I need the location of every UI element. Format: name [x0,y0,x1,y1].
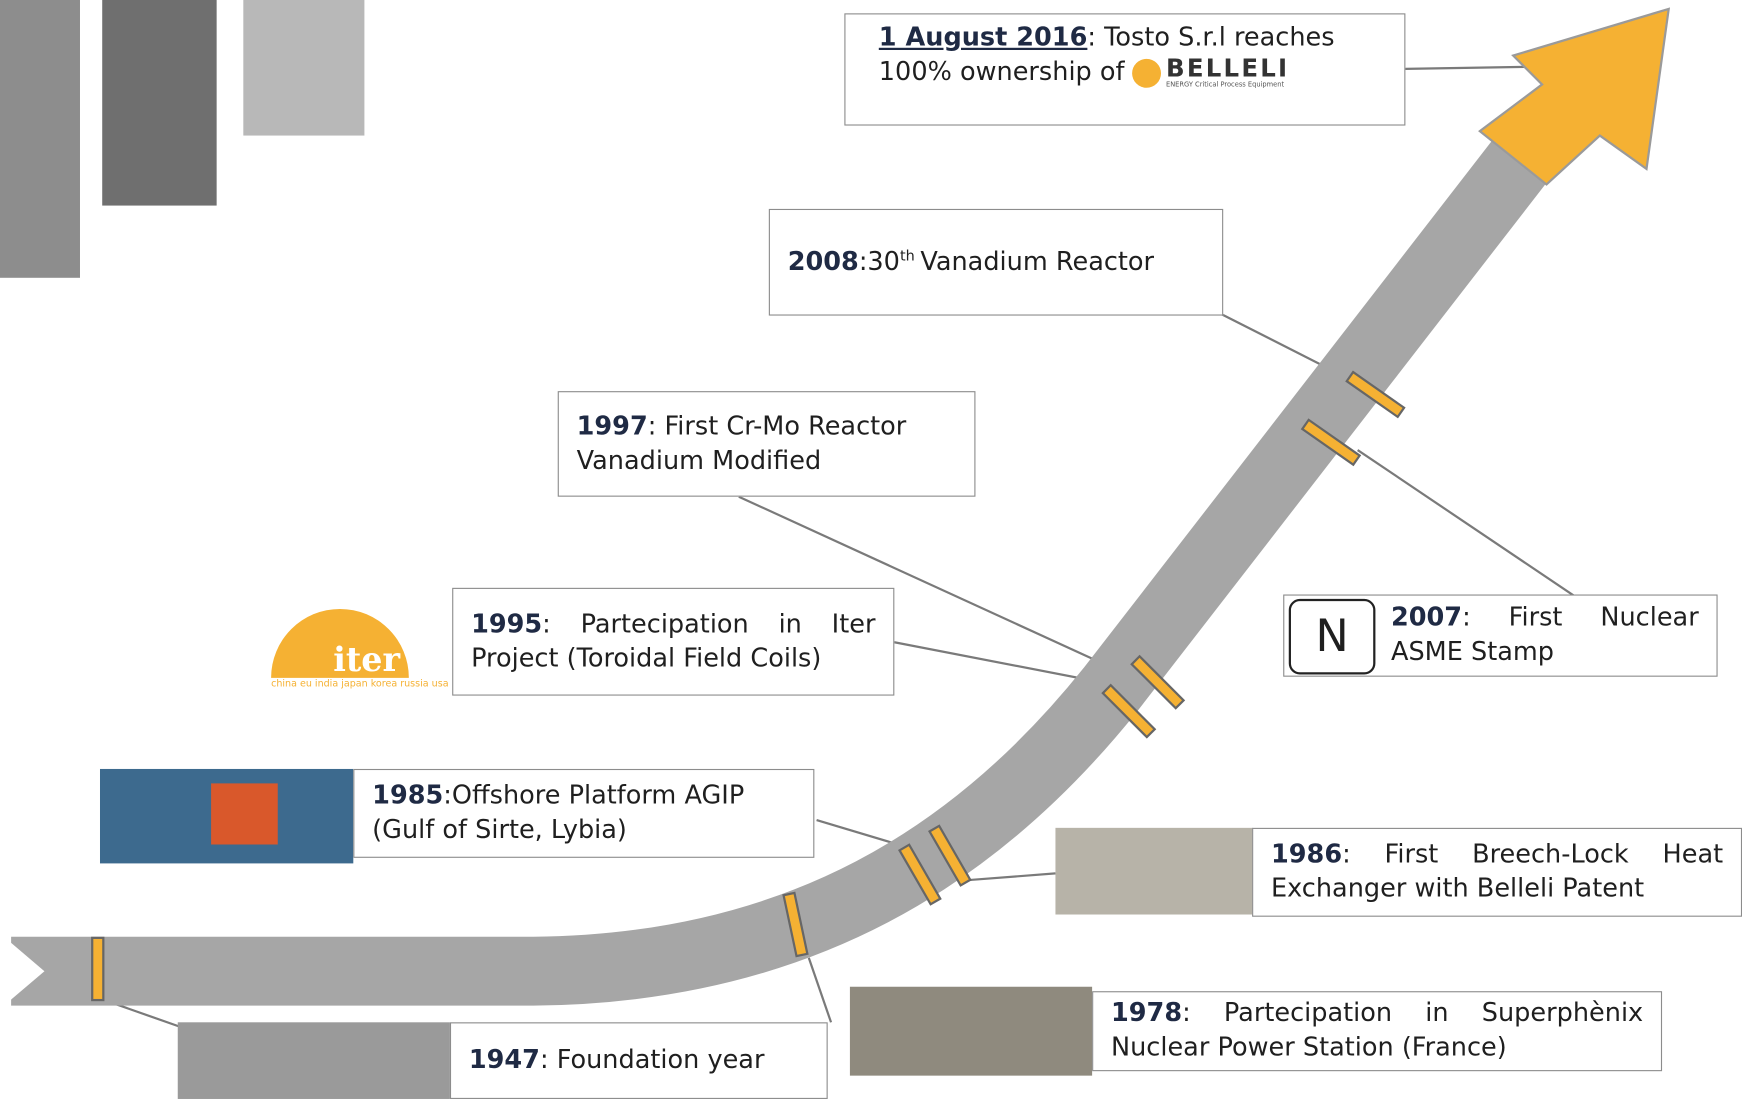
event-sup: th [900,248,915,265]
event-year: 1985 [372,781,443,810]
timeline-graphic: iter china eu india japan korea russia u… [0,0,1742,1099]
event-year: 2007 [1391,603,1462,632]
event-box: 1947: Foundation year [450,1022,828,1099]
event-box: N 2007: First Nuclear ASME Stamp [1283,594,1717,676]
event-box: 1997: First Cr-Mo Reactor Vanadium Modif… [558,391,976,497]
photo-platform [211,783,278,844]
event-box: 1985:Offshore Platform AGIP (Gulf of Sir… [353,769,814,858]
photo-exchanger [1055,828,1253,915]
asme-stamp-icon: N [1289,599,1376,675]
photo-reactor [850,987,1092,1076]
event-year: 1995 [471,609,542,638]
event-text: : Foundation year [540,1046,765,1075]
event-year: 1947 [469,1046,540,1075]
iter-logo-name: iter [333,640,400,679]
event-box: 2008:30th Vanadium Reactor [769,209,1223,316]
event-year: 1986 [1271,840,1342,869]
belleli-logo-name: BELLELI [1166,57,1289,81]
photo [102,0,216,206]
event-box: 1995: Partecipation in Iter Project (Tor… [452,588,894,696]
timeline-slide: iter china eu india japan korea russia u… [0,0,1742,1099]
event-box: 1986: First Breech-Lock Heat Exchanger w… [1252,828,1742,917]
event-year: 1997 [577,412,648,441]
photo [243,0,364,136]
event-year: 2008 [788,247,859,276]
event-year: 1978 [1111,999,1182,1028]
event-box: 1978: Partecipation in Superphènix Nucle… [1092,991,1662,1071]
event-text-after: Vanadium Reactor [920,247,1154,276]
event-box: 1 August 2016: Tosto S.r.l reaches 100% … [844,13,1405,125]
event-text: :30 [859,247,900,276]
iter-logo-tagline: china eu india japan korea russia usa [271,679,448,690]
photo [0,0,80,278]
photo-factory [178,1022,450,1099]
event-date: 1 August 2016 [879,23,1088,52]
event-text: : Partecipation in Superphènix Nuclear P… [1111,999,1643,1062]
belleli-logo-tagline: ENERGY Critical Process Equipment [1166,82,1289,89]
